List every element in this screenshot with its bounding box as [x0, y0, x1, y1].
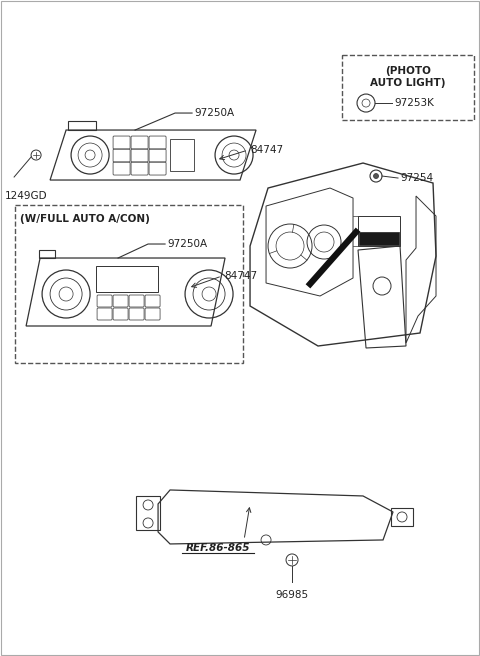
Text: 1249GD: 1249GD — [5, 191, 48, 201]
Text: 96985: 96985 — [276, 590, 309, 600]
Text: 84747: 84747 — [250, 145, 283, 155]
Text: (W/FULL AUTO A/CON): (W/FULL AUTO A/CON) — [20, 214, 150, 224]
Text: REF.86-865: REF.86-865 — [186, 543, 250, 553]
Text: 97250A: 97250A — [194, 108, 234, 118]
Text: (PHOTO: (PHOTO — [385, 66, 431, 76]
Circle shape — [373, 174, 379, 178]
Text: 97250A: 97250A — [167, 239, 207, 249]
Text: AUTO LIGHT): AUTO LIGHT) — [370, 78, 446, 88]
Text: 97254: 97254 — [400, 173, 433, 183]
FancyBboxPatch shape — [359, 232, 399, 245]
Text: 84747: 84747 — [224, 271, 257, 281]
Text: 97253K: 97253K — [394, 98, 434, 108]
